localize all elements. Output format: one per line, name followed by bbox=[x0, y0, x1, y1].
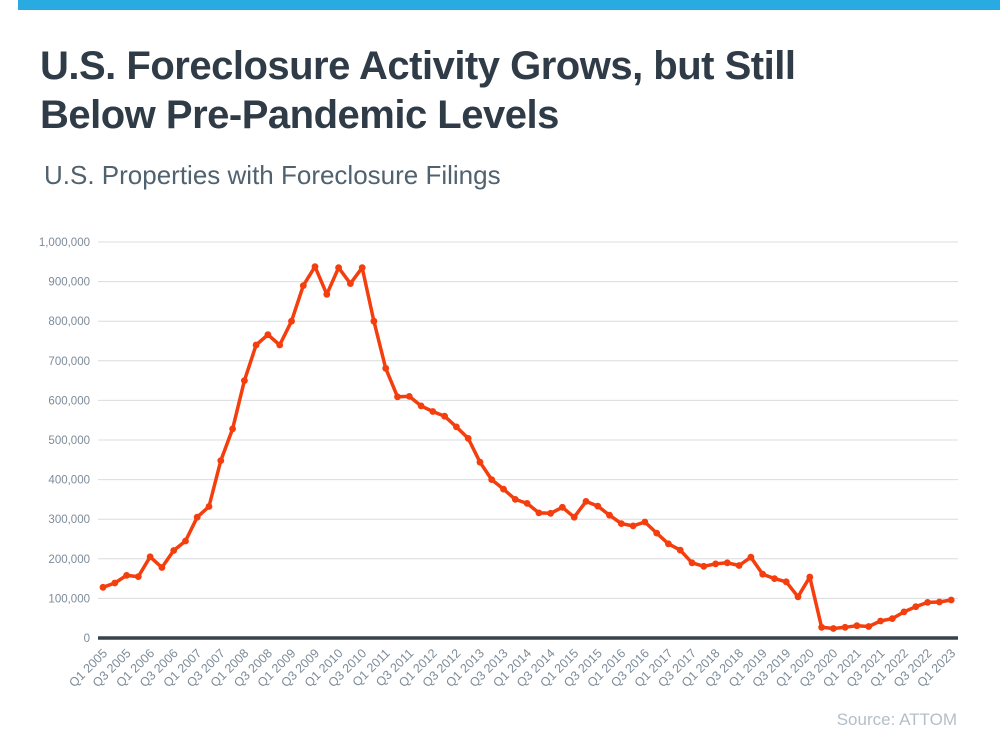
data-point bbox=[676, 546, 684, 554]
data-point bbox=[582, 498, 590, 505]
data-point bbox=[559, 503, 566, 511]
data-point bbox=[865, 623, 873, 630]
data-point bbox=[464, 435, 472, 442]
data-point bbox=[500, 485, 507, 493]
data-point bbox=[217, 457, 225, 464]
data-point bbox=[723, 559, 731, 567]
y-tick-label: 200,000 bbox=[48, 554, 90, 566]
data-point bbox=[193, 513, 201, 521]
y-tick-label: 700,000 bbox=[48, 356, 90, 368]
data-point bbox=[688, 559, 696, 567]
y-tick-label: 900,000 bbox=[48, 277, 90, 289]
data-point bbox=[170, 547, 178, 554]
data-point bbox=[146, 553, 154, 561]
data-point bbox=[747, 553, 755, 561]
data-point bbox=[323, 290, 331, 298]
data-point bbox=[570, 513, 578, 521]
data-point bbox=[535, 509, 543, 517]
title-line-2: Below Pre-Pandemic Levels bbox=[40, 93, 559, 137]
data-point bbox=[123, 572, 130, 579]
y-tick-label: 600,000 bbox=[48, 395, 90, 407]
data-point bbox=[653, 529, 661, 537]
data-point bbox=[476, 458, 484, 466]
y-tick-label: 100,000 bbox=[48, 593, 90, 605]
data-point bbox=[665, 540, 672, 548]
data-point bbox=[912, 603, 920, 611]
data-point bbox=[841, 623, 849, 631]
data-point bbox=[382, 364, 390, 372]
y-tick-label: 0 bbox=[84, 633, 90, 645]
data-point bbox=[158, 564, 166, 571]
data-point bbox=[134, 573, 142, 580]
data-point bbox=[523, 500, 531, 507]
data-point bbox=[405, 393, 413, 400]
data-point bbox=[900, 608, 908, 616]
data-point bbox=[205, 503, 213, 510]
y-tick-label: 400,000 bbox=[48, 475, 90, 487]
data-point bbox=[276, 341, 284, 349]
title-line-1: U.S. Foreclosure Activity Grows, but Sti… bbox=[40, 44, 796, 88]
data-point bbox=[394, 393, 401, 401]
data-point bbox=[417, 402, 425, 410]
data-point bbox=[488, 476, 496, 483]
data-point bbox=[264, 331, 272, 339]
data-point bbox=[830, 625, 837, 632]
y-tick-label: 1,000,000 bbox=[39, 237, 90, 249]
chart-canvas: 0 100,000 200,000 300,000 400,000 500,000 600,… bbox=[39, 237, 958, 690]
page-title: U.S. Foreclosure Activity Grows, but Sti… bbox=[40, 42, 960, 140]
data-point bbox=[806, 573, 814, 581]
data-point bbox=[924, 599, 931, 606]
data-point bbox=[358, 264, 366, 272]
data-point bbox=[782, 578, 790, 586]
data-point bbox=[99, 583, 107, 591]
data-point bbox=[311, 263, 319, 270]
data-point bbox=[299, 282, 307, 289]
data-point bbox=[429, 408, 437, 415]
data-point bbox=[629, 522, 637, 530]
line-chart: 0 100,000 200,000 300,000 400,000 500,000 600,… bbox=[0, 205, 1000, 750]
source-attribution: Source: ATTOM bbox=[836, 710, 957, 729]
data-point bbox=[617, 520, 625, 527]
data-point bbox=[735, 562, 743, 569]
data-point bbox=[347, 280, 354, 287]
data-point bbox=[229, 425, 237, 433]
data-point bbox=[252, 341, 260, 349]
y-tick-label: 500,000 bbox=[48, 435, 90, 447]
data-point bbox=[794, 593, 802, 601]
data-point bbox=[759, 570, 767, 578]
data-point bbox=[936, 598, 943, 606]
data-point bbox=[111, 579, 119, 587]
y-tick-label: 300,000 bbox=[48, 514, 90, 526]
data-point bbox=[947, 596, 955, 604]
data-point bbox=[370, 317, 378, 325]
data-point bbox=[853, 622, 861, 630]
chart-subtitle: U.S. Properties with Foreclosure Filings bbox=[44, 160, 501, 190]
data-point bbox=[877, 617, 884, 625]
accent-bar bbox=[18, 0, 1000, 10]
data-point bbox=[182, 537, 189, 545]
data-point bbox=[818, 623, 825, 631]
data-point bbox=[712, 560, 719, 568]
data-point bbox=[888, 615, 896, 622]
data-point bbox=[241, 377, 248, 384]
data-point bbox=[288, 317, 295, 325]
data-point bbox=[700, 562, 708, 570]
data-point bbox=[335, 264, 342, 272]
data-point bbox=[641, 518, 649, 526]
data-point bbox=[441, 412, 448, 420]
y-tick-label: 800,000 bbox=[48, 316, 90, 328]
data-point bbox=[547, 509, 554, 517]
data-point bbox=[606, 511, 613, 519]
data-point bbox=[453, 423, 460, 431]
data-point bbox=[771, 575, 778, 582]
data-point bbox=[511, 496, 519, 503]
data-point bbox=[594, 502, 602, 510]
